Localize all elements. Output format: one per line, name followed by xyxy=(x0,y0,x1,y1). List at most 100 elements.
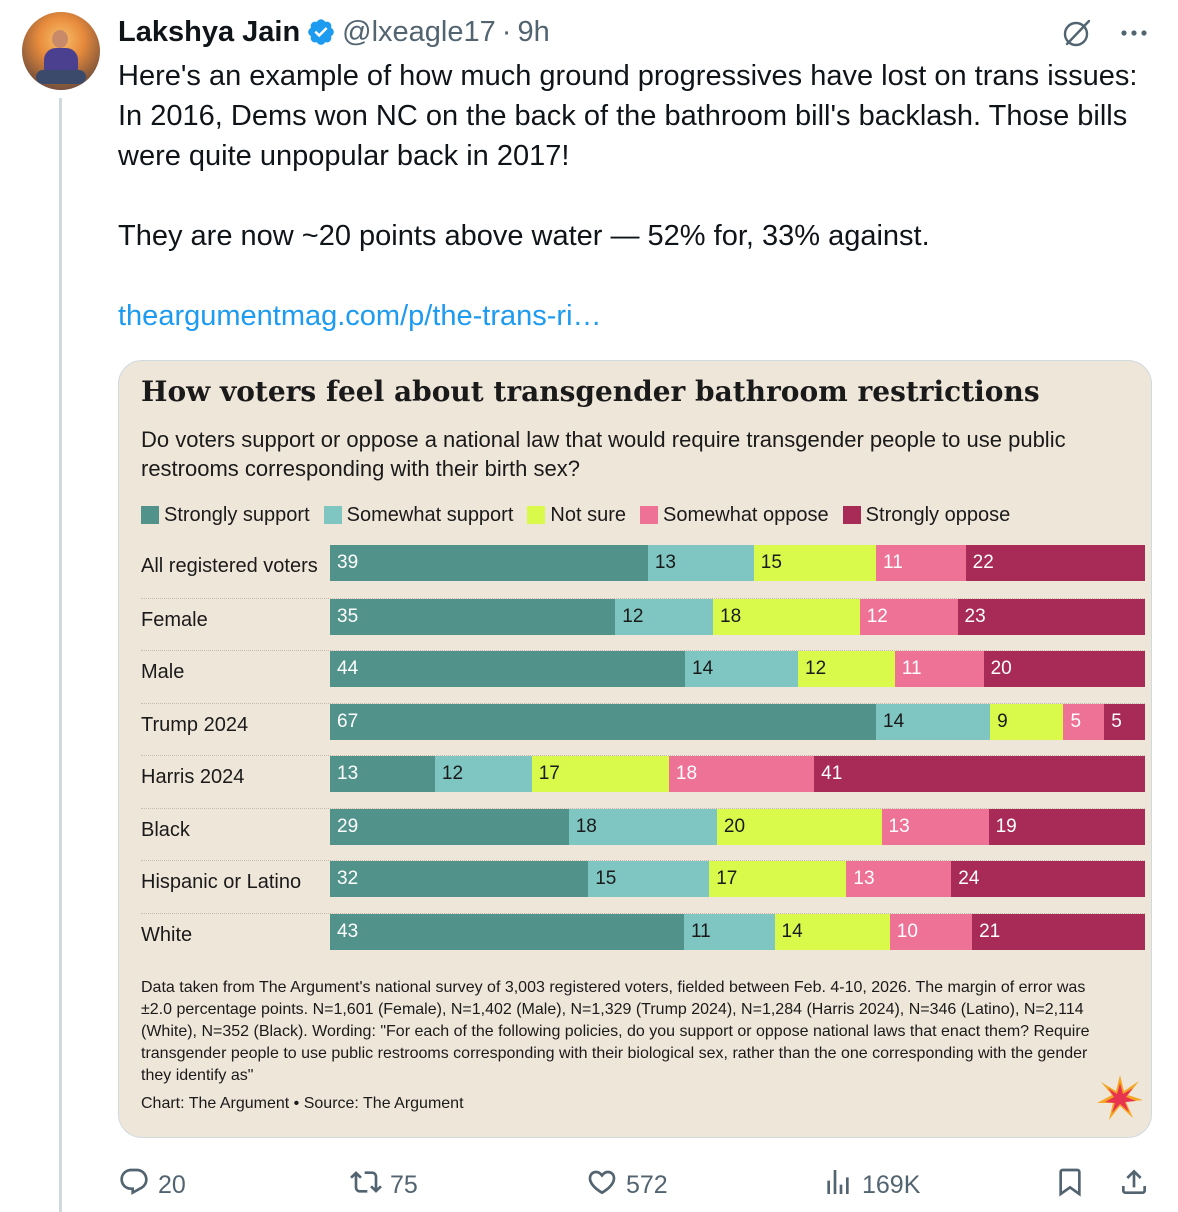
chart-row: Hispanic or Latino 32 15 17 13 24 xyxy=(141,860,1145,913)
timestamp[interactable]: 9h xyxy=(517,15,550,48)
legend-label: Somewhat support xyxy=(346,503,514,526)
category-label: Male xyxy=(141,661,185,683)
data-label: 14 xyxy=(781,920,803,942)
stacked-bar: 13 12 17 18 41 xyxy=(330,756,1145,792)
category-label: White xyxy=(141,923,193,946)
legend-swatch xyxy=(141,506,159,524)
like-button[interactable]: 572 xyxy=(586,1164,668,1206)
bar-segment: 44 xyxy=(330,651,686,687)
tweet-text: Here's an example of how much ground pro… xyxy=(118,60,1138,252)
category-label: Female xyxy=(141,608,208,631)
data-label: 29 xyxy=(337,815,359,837)
tweet-header: Lakshya Jain @lxeagle17 · 9h xyxy=(118,14,550,50)
data-label: 18 xyxy=(575,815,597,837)
data-label: 17 xyxy=(716,868,738,889)
legend-item: Not sure xyxy=(527,504,626,527)
bar-segment: 13 xyxy=(647,545,754,581)
chart-row: Trump 2024 67 14 9 5 5 xyxy=(141,702,1145,756)
thread-line xyxy=(59,98,62,1212)
reply-count: 20 xyxy=(158,1170,186,1199)
data-label: 11 xyxy=(883,552,903,573)
bar-segment: 29 xyxy=(330,808,569,845)
chart-rows: All registered voters 39 13 15 11 22 Female 35 1… xyxy=(141,545,1145,965)
data-label: 11 xyxy=(901,658,922,679)
chart-row: Black 29 18 20 13 19 xyxy=(141,807,1145,861)
grok-icon[interactable] xyxy=(1060,16,1094,50)
stacked-bar: 35 12 18 12 23 xyxy=(330,598,1145,635)
legend-item: Somewhat oppose xyxy=(640,504,829,527)
bar-segment: 23 xyxy=(957,598,1145,635)
data-label: 19 xyxy=(995,815,1017,837)
data-label: 18 xyxy=(720,605,742,627)
bar-segment: 32 xyxy=(330,861,589,897)
action-bar: 20 75 572 169K xyxy=(118,1164,1158,1206)
more-icon[interactable] xyxy=(1117,18,1151,48)
bookmark-button[interactable] xyxy=(1054,1164,1086,1206)
legend-swatch xyxy=(323,506,342,524)
chart-row: All registered voters 39 13 15 11 22 xyxy=(141,545,1145,598)
legend-swatch xyxy=(640,506,658,524)
data-label: 32 xyxy=(337,868,359,889)
legend-swatch xyxy=(842,506,861,524)
bar-segment: 18 xyxy=(668,756,815,792)
bar-segment: 24 xyxy=(951,861,1145,897)
bar-segment: 13 xyxy=(846,861,952,897)
stacked-bar: 29 18 20 13 19 xyxy=(330,808,1145,845)
chart-card[interactable]: How voters feel about transgender bathro… xyxy=(118,360,1152,1138)
chart-footnote: Data taken from The Argument's national … xyxy=(141,979,1090,1084)
category-label: Harris 2024 xyxy=(141,766,245,788)
bar-segment: 12 xyxy=(859,598,958,635)
like-count: 572 xyxy=(626,1170,668,1199)
repost-count: 75 xyxy=(390,1170,418,1199)
data-label: 10 xyxy=(896,920,918,942)
verified-badge-icon[interactable] xyxy=(306,17,336,47)
legend-label: Strongly oppose xyxy=(865,503,1011,526)
data-label: 11 xyxy=(690,920,711,942)
data-label: 9 xyxy=(997,710,1008,732)
data-label: 20 xyxy=(990,658,1012,679)
bar-segment: 18 xyxy=(568,808,717,845)
views-icon xyxy=(822,1166,854,1205)
bar-segment: 11 xyxy=(876,545,966,581)
data-label: 12 xyxy=(622,605,644,627)
legend-item: Strongly oppose xyxy=(842,503,1011,527)
legend-label: Somewhat oppose xyxy=(663,503,829,526)
bar-segment: 22 xyxy=(965,545,1145,581)
data-label: 13 xyxy=(853,868,875,889)
reply-button[interactable]: 20 xyxy=(118,1164,186,1206)
data-label: 12 xyxy=(866,605,888,627)
data-label: 44 xyxy=(337,658,359,679)
bar-segment: 10 xyxy=(889,913,973,950)
data-label: 18 xyxy=(675,763,698,784)
bar-segment: 11 xyxy=(683,913,775,950)
bar-segment: 12 xyxy=(798,651,895,687)
data-label: 23 xyxy=(964,605,986,627)
data-label: 15 xyxy=(595,868,617,889)
bar-segment: 39 xyxy=(330,545,648,581)
category-label: Black xyxy=(141,818,190,841)
category-label: Hispanic or Latino xyxy=(141,871,302,893)
bar-segment: 11 xyxy=(894,651,984,687)
data-label: 21 xyxy=(979,920,1001,942)
views-button[interactable]: 169K xyxy=(822,1164,920,1206)
bar-segment: 17 xyxy=(531,756,669,792)
bar-segment: 15 xyxy=(753,545,877,581)
bar-segment: 5 xyxy=(1104,703,1145,740)
share-icon xyxy=(1118,1166,1150,1205)
stacked-bar: 43 11 14 10 21 xyxy=(330,913,1145,950)
data-label: 22 xyxy=(972,552,994,573)
article-link[interactable]: theargumentmag.com/p/the-trans-ri… xyxy=(118,300,602,332)
like-icon xyxy=(586,1166,618,1205)
data-label: 20 xyxy=(723,815,746,837)
data-label: 13 xyxy=(888,815,910,837)
author-handle[interactable]: @lxeagle17 xyxy=(342,15,496,48)
data-label: 12 xyxy=(805,658,827,679)
data-label: 35 xyxy=(337,605,359,627)
bar-segment: 12 xyxy=(434,756,532,792)
bar-segment: 13 xyxy=(330,756,435,792)
share-button[interactable] xyxy=(1118,1164,1150,1206)
legend-item: Strongly support xyxy=(141,504,310,527)
repost-button[interactable]: 75 xyxy=(350,1164,418,1206)
author-name[interactable]: Lakshya Jain xyxy=(118,15,301,48)
avatar[interactable] xyxy=(22,12,100,90)
